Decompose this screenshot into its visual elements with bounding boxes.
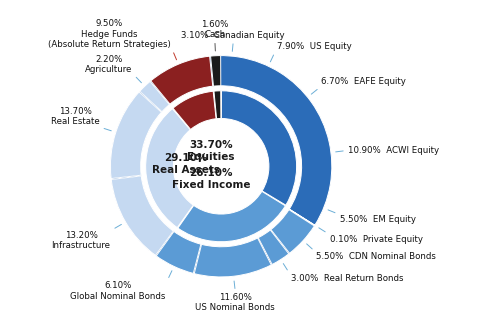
Wedge shape xyxy=(110,56,332,277)
Text: 7.90%  US Equity: 7.90% US Equity xyxy=(277,42,351,51)
Wedge shape xyxy=(111,176,173,255)
Text: 3.00%  Real Return Bonds: 3.00% Real Return Bonds xyxy=(291,274,403,282)
Text: 13.20%
Infrastructure: 13.20% Infrastructure xyxy=(51,231,110,250)
Text: 11.60%
US Nominal Bonds: 11.60% US Nominal Bonds xyxy=(195,292,275,312)
Wedge shape xyxy=(194,238,271,277)
Text: 33.70%
Equities: 33.70% Equities xyxy=(187,140,235,162)
Text: 26.10%
Fixed Income: 26.10% Fixed Income xyxy=(172,168,251,190)
Text: 29.10%
Real Assets: 29.10% Real Assets xyxy=(152,153,220,175)
Wedge shape xyxy=(221,56,242,87)
Wedge shape xyxy=(289,184,329,225)
Wedge shape xyxy=(145,109,193,228)
Wedge shape xyxy=(178,191,286,242)
Wedge shape xyxy=(271,210,314,253)
Wedge shape xyxy=(110,92,161,178)
Wedge shape xyxy=(237,58,291,104)
Wedge shape xyxy=(211,56,221,86)
Text: 6.10%
Global Nominal Bonds: 6.10% Global Nominal Bonds xyxy=(70,281,166,301)
Wedge shape xyxy=(221,91,297,205)
Text: 3.10%  Canadian Equity: 3.10% Canadian Equity xyxy=(181,31,285,40)
Wedge shape xyxy=(140,82,169,112)
Text: 10.90%  ACWI Equity: 10.90% ACWI Equity xyxy=(348,146,439,155)
Wedge shape xyxy=(214,91,221,119)
Text: 0.10%  Private Equity: 0.10% Private Equity xyxy=(330,235,422,243)
Text: 13.70%
Real Estate: 13.70% Real Estate xyxy=(51,107,99,126)
Wedge shape xyxy=(151,56,213,104)
Text: 1.60%
Cash: 1.60% Cash xyxy=(201,20,228,39)
Wedge shape xyxy=(293,117,332,189)
Text: 5.50%  EM Equity: 5.50% EM Equity xyxy=(340,215,416,224)
Wedge shape xyxy=(156,231,201,273)
Wedge shape xyxy=(273,81,320,130)
Text: 9.50%
Hedge Funds
(Absolute Return Strategies): 9.50% Hedge Funds (Absolute Return Strat… xyxy=(48,19,170,49)
Text: 5.50%  CDN Nominal Bonds: 5.50% CDN Nominal Bonds xyxy=(316,252,436,261)
Wedge shape xyxy=(173,91,216,129)
Text: 2.20%
Agriculture: 2.20% Agriculture xyxy=(85,55,132,74)
Wedge shape xyxy=(258,230,289,265)
Text: 6.70%  EAFE Equity: 6.70% EAFE Equity xyxy=(322,77,406,86)
